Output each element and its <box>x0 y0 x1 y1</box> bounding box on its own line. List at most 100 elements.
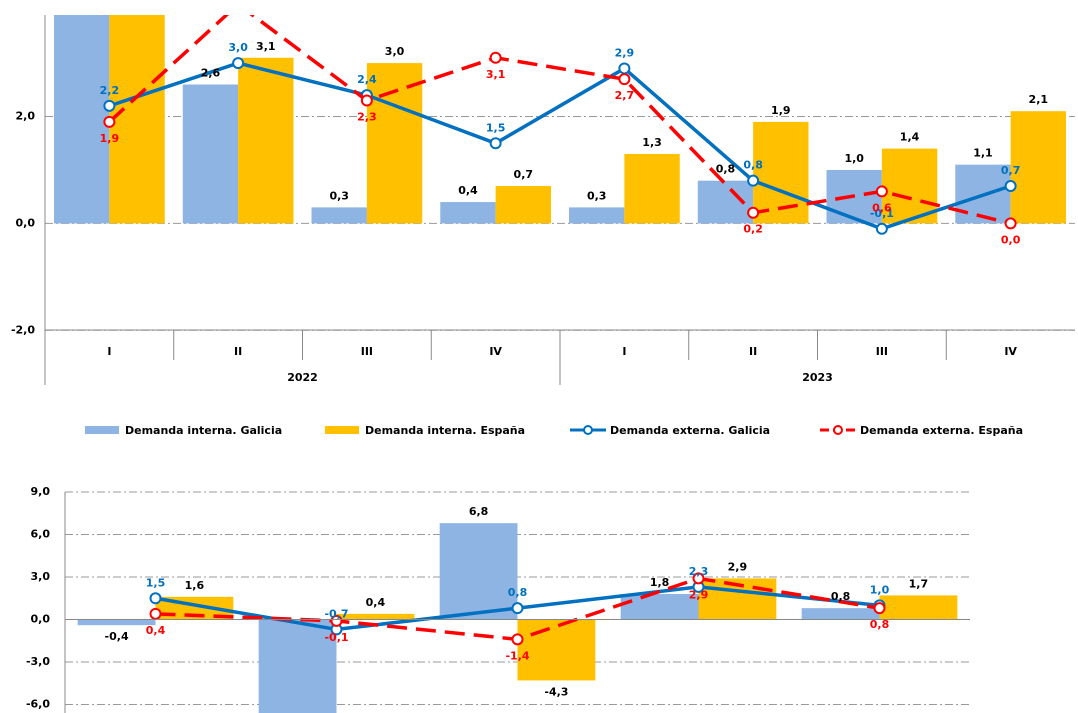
legend-marker <box>583 425 593 435</box>
data-label: 2,9 <box>615 46 635 59</box>
marker <box>103 99 116 112</box>
data-label: 0,6 <box>872 201 892 214</box>
bar <box>801 608 880 620</box>
bar <box>311 207 367 224</box>
marker <box>511 602 524 615</box>
x-tick-label: IV <box>489 345 502 358</box>
legend-marker <box>833 425 843 435</box>
bar <box>366 63 423 224</box>
y-tick-label: 0,0 <box>16 216 36 229</box>
x-group-label: 2022 <box>287 371 318 384</box>
data-label: 2,9 <box>728 560 748 573</box>
marker <box>149 607 162 620</box>
data-label: 0,8 <box>508 586 528 599</box>
data-label: -0,7 <box>324 607 348 620</box>
data-label: 1,9 <box>100 132 120 145</box>
data-label: 1,8 <box>650 576 670 589</box>
bar <box>569 207 625 224</box>
marker <box>232 57 245 70</box>
data-label: 1,9 <box>771 104 791 117</box>
y-tick-label: 9,0 <box>31 485 51 498</box>
data-label: 1,6 <box>185 579 205 592</box>
bar <box>495 186 551 224</box>
data-label: 1,5 <box>146 576 166 589</box>
legend-swatch <box>325 426 359 434</box>
marker <box>618 73 631 86</box>
marker <box>360 94 373 107</box>
bar <box>881 148 938 224</box>
line <box>108 15 1012 226</box>
data-label: 1,0 <box>844 152 864 165</box>
legend-swatch <box>85 426 119 434</box>
data-label: 0,4 <box>146 624 166 637</box>
data-label: 2,9 <box>689 588 709 601</box>
x-group-label: 2023 <box>802 371 833 384</box>
y-tick-label: 6,0 <box>31 528 51 541</box>
x-tick-label: I <box>622 345 626 358</box>
y-tick-label: -3,0 <box>26 655 50 668</box>
data-label: 0,7 <box>514 168 534 181</box>
data-label: 0,4 <box>366 596 386 609</box>
line <box>108 61 1012 231</box>
marker <box>1004 217 1017 230</box>
data-label: 0,0 <box>1001 233 1021 246</box>
data-label: 0,8 <box>870 618 890 631</box>
marker <box>330 614 343 627</box>
marker <box>618 62 631 75</box>
y-tick-label: 0,0 <box>31 613 51 626</box>
x-tick-label: II <box>749 345 757 358</box>
data-label: -0,1 <box>324 631 348 644</box>
data-label: 2,6 <box>201 66 221 79</box>
x-tick-label: II <box>234 345 242 358</box>
plot-area <box>54 0 1066 235</box>
data-label: 0,2 <box>743 223 763 236</box>
marker <box>692 572 705 585</box>
bar <box>439 523 518 620</box>
legend-label: Demanda externa. Galicia <box>610 424 770 437</box>
marker <box>1004 180 1017 193</box>
data-label: 2,3 <box>689 565 709 578</box>
bar <box>77 619 156 626</box>
x-tick-label: III <box>876 345 888 358</box>
data-label: 3,0 <box>228 41 248 54</box>
bar <box>517 619 596 681</box>
marker <box>747 206 760 219</box>
x-tick-label: I <box>107 345 111 358</box>
data-label: -0,1 <box>870 207 894 220</box>
data-label: 1,1 <box>973 147 993 160</box>
data-label: 2,1 <box>1029 93 1049 106</box>
marker <box>511 633 524 646</box>
data-label: 0,7 <box>1001 164 1021 177</box>
data-label: 0,3 <box>587 189 607 202</box>
marker <box>149 592 162 605</box>
data-label: 0,3 <box>329 189 349 202</box>
marker <box>489 137 502 150</box>
bar <box>1010 111 1066 224</box>
bar <box>620 594 699 620</box>
plot-area <box>77 523 958 713</box>
marker <box>873 602 886 615</box>
marker <box>233 0 243 9</box>
data-label: 1,3 <box>642 136 662 149</box>
marker <box>489 51 502 64</box>
y-tick-label: -6,0 <box>26 698 50 711</box>
data-label: 0,8 <box>831 590 851 603</box>
data-label: -4,3 <box>544 685 568 698</box>
data-label: 0,8 <box>743 159 763 172</box>
data-label: 2,4 <box>357 73 377 86</box>
bar <box>109 15 165 224</box>
marker <box>103 115 116 128</box>
data-label: -0,4 <box>105 630 129 643</box>
data-label: 1,0 <box>870 583 890 596</box>
y-tick-label: 3,0 <box>31 570 51 583</box>
data-label: 3,1 <box>256 40 276 53</box>
bar <box>54 15 110 224</box>
data-label: -1,4 <box>505 649 529 662</box>
legend-label: Demanda interna. Galicia <box>125 424 282 437</box>
data-label: 1,4 <box>900 131 920 144</box>
data-label: 6,8 <box>469 505 489 518</box>
bar <box>624 153 680 224</box>
marker <box>747 174 760 187</box>
data-label: 3,0 <box>385 45 405 58</box>
